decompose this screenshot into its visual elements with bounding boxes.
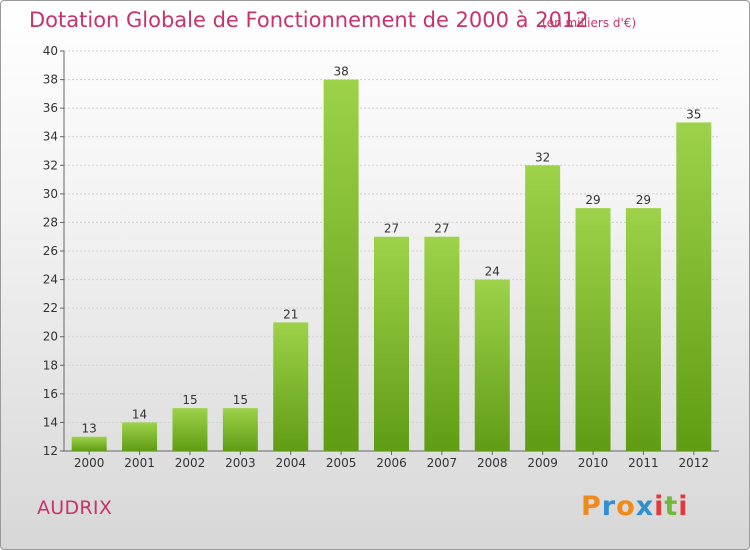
y-tick-label: 30 <box>43 187 58 201</box>
y-tick-label: 38 <box>43 73 58 87</box>
bar[interactable] <box>625 208 661 451</box>
bar[interactable] <box>172 408 208 451</box>
y-tick-label: 36 <box>43 101 58 115</box>
x-tick-label: 2010 <box>578 456 609 470</box>
x-tick-label: 2008 <box>477 456 508 470</box>
bar-value-label: 15 <box>233 393 248 407</box>
x-tick-label: 2003 <box>225 456 256 470</box>
y-tick-label: 18 <box>43 358 58 372</box>
x-tick-label: 2011 <box>628 456 659 470</box>
x-tick-label: 2005 <box>326 456 357 470</box>
logo-letter: x <box>635 491 655 522</box>
bar[interactable] <box>374 236 409 451</box>
x-tick-label: 2000 <box>74 456 105 470</box>
y-axis-ticks: 12 14 16 18 20 22 24 26 28 30 32 34 36 38 40 <box>43 44 64 458</box>
y-tick-label: 24 <box>43 273 58 287</box>
bar-value-label: 27 <box>384 222 399 236</box>
chart-subtitle: (en milliers d'€) <box>542 16 637 30</box>
bar-value-label: 24 <box>485 265 500 279</box>
y-tick-label: 28 <box>43 215 58 229</box>
logo-letter: r <box>601 491 617 522</box>
logo-letter: i <box>654 491 665 522</box>
bar-value-label: 35 <box>686 107 701 121</box>
x-axis-ticks: 2000 2001 2002 2003 2004 2005 2006 2007 2008 2009… <box>74 451 709 470</box>
x-tick-label: 2009 <box>527 456 558 470</box>
bar-value-label: 14 <box>132 407 147 421</box>
bar[interactable] <box>71 436 107 451</box>
x-tick-label: 2007 <box>427 456 458 470</box>
x-tick-label: 2006 <box>376 456 407 470</box>
bar[interactable] <box>424 236 460 451</box>
bar[interactable] <box>323 79 359 452</box>
y-tick-label: 26 <box>43 244 58 258</box>
logo-letter: P <box>581 491 602 522</box>
logo-letter: i <box>678 491 689 522</box>
x-tick-label: 2001 <box>124 456 155 470</box>
y-tick-label: 14 <box>43 415 58 429</box>
logo-letter: t <box>664 491 679 522</box>
x-tick-label: 2002 <box>175 456 206 470</box>
bar[interactable] <box>525 165 561 452</box>
logo-letter: o <box>616 491 636 522</box>
bar-value-label: 29 <box>585 193 600 207</box>
bar[interactable] <box>273 322 309 451</box>
y-tick-label: 22 <box>43 301 58 315</box>
bar-value-label: 38 <box>333 65 348 79</box>
x-tick-label: 2012 <box>679 456 710 470</box>
bar[interactable] <box>222 408 258 451</box>
proxiti-logo[interactable]: Proxiti <box>581 491 689 522</box>
bar-value-label: 27 <box>434 222 449 236</box>
bar[interactable] <box>676 122 712 451</box>
bar-value-label: 29 <box>636 193 651 207</box>
bar[interactable] <box>575 208 611 451</box>
bar-value-label: 15 <box>182 393 197 407</box>
x-tick-label: 2004 <box>275 456 306 470</box>
commune-name: AUDRIX <box>37 497 113 519</box>
bar-value-label: 13 <box>82 422 97 436</box>
bar[interactable] <box>122 422 158 451</box>
y-tick-label: 12 <box>43 444 58 458</box>
bars: 13 14 15 15 21 38 27 27 24 32 29 29 35 <box>71 65 712 452</box>
bar[interactable] <box>474 279 510 451</box>
bar-value-label: 32 <box>535 150 550 164</box>
y-tick-label: 34 <box>43 130 58 144</box>
chart-title: Dotation Globale de Fonctionnement de 20… <box>29 8 589 32</box>
y-tick-label: 32 <box>43 158 58 172</box>
y-tick-label: 16 <box>43 387 58 401</box>
y-tick-label: 20 <box>43 330 58 344</box>
y-tick-label: 40 <box>43 44 58 58</box>
bar-value-label: 21 <box>283 307 298 321</box>
